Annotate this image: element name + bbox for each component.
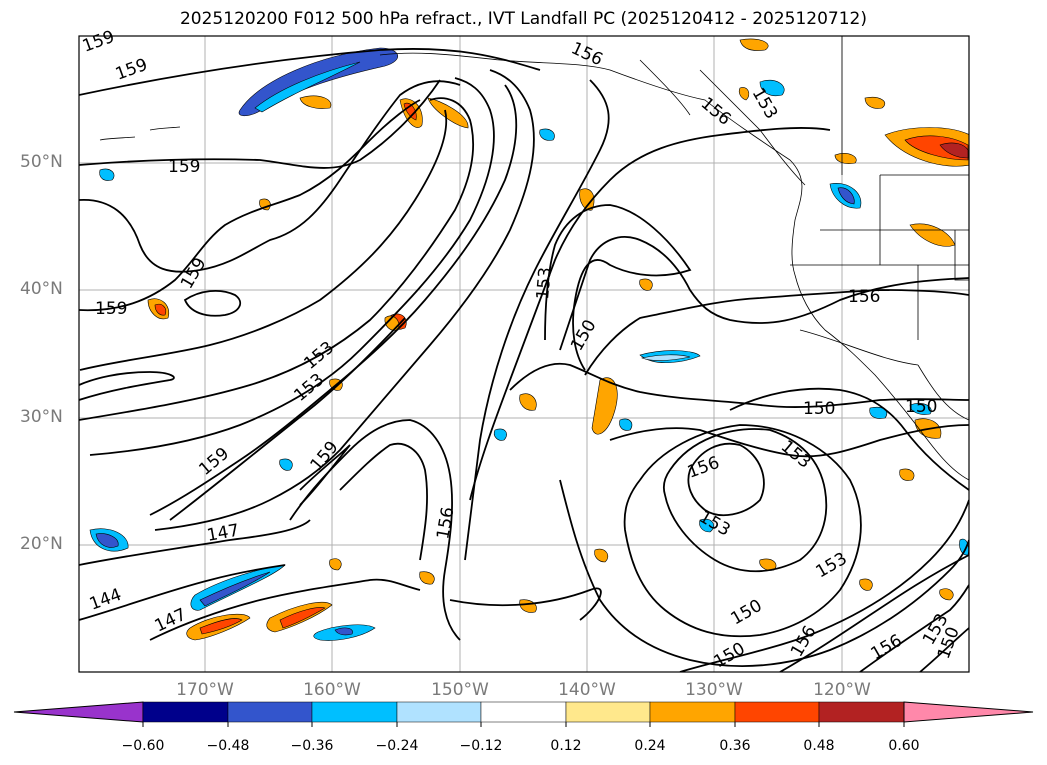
colorbar-segment xyxy=(818,701,905,723)
contour-label: 159 xyxy=(95,299,127,319)
colorbar-tick-label: −0.12 xyxy=(459,738,503,754)
lon-label: 150°W xyxy=(431,680,489,700)
colorbar-tick-label: −0.48 xyxy=(206,738,250,754)
contour-label: 150 xyxy=(803,399,835,419)
colorbar-segment xyxy=(649,701,736,723)
contour-label: 153 xyxy=(533,266,556,300)
contour-label: 156 xyxy=(848,287,880,307)
colorbar-extend-min xyxy=(13,701,144,723)
shaded-anomalies xyxy=(89,38,969,641)
colorbar-tick-label: 0.24 xyxy=(634,738,666,754)
lat-label: 20°N xyxy=(20,534,63,554)
contour-label: 159 xyxy=(168,157,200,177)
colorbar-segment xyxy=(227,701,313,723)
map-panel: 159 159 159 159 159 159 159 156 156 156 … xyxy=(78,27,970,673)
lon-label: 120°W xyxy=(813,680,871,700)
gridlines xyxy=(79,36,969,672)
colorbar-tick-label: −0.24 xyxy=(375,738,419,754)
lon-label: 140°W xyxy=(558,680,616,700)
colorbar-tick-label: 0.36 xyxy=(719,738,751,754)
colorbar-extend-max xyxy=(903,701,1034,723)
contour-label: 150 xyxy=(905,397,937,417)
colorbar-segment xyxy=(480,701,567,723)
colorbar-segment xyxy=(142,701,229,723)
contour-lines xyxy=(79,48,969,672)
colorbar xyxy=(13,701,1034,727)
lon-label: 130°W xyxy=(685,680,743,700)
colorbar-tick-label: −0.60 xyxy=(121,738,165,754)
colorbar-segment xyxy=(311,701,398,723)
lat-label: 40°N xyxy=(20,279,63,299)
colorbar-segment xyxy=(565,701,651,723)
lon-label: 160°W xyxy=(303,680,361,700)
lat-label: 30°N xyxy=(20,407,63,427)
colorbar-tick-label: 0.60 xyxy=(888,738,920,754)
lat-label: 50°N xyxy=(20,152,63,172)
map-frame xyxy=(78,35,970,673)
colorbar-tick-label: −0.36 xyxy=(290,738,334,754)
map-title: 2025120200 F012 500 hPa refract., IVT La… xyxy=(179,9,867,29)
colorbar-segment xyxy=(734,701,820,723)
colorbar-segment xyxy=(396,701,482,723)
coastlines xyxy=(99,36,969,481)
colorbar-tick-label: 0.48 xyxy=(803,738,835,754)
lon-label: 170°W xyxy=(176,680,234,700)
colorbar-tick-label: 0.12 xyxy=(550,738,582,754)
